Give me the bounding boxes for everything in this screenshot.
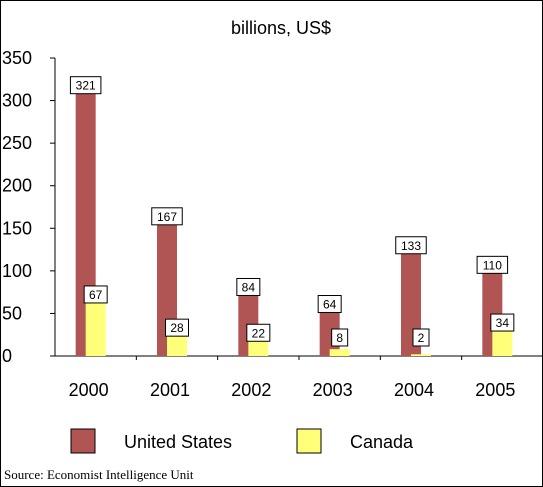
y-tick-label: 50: [2, 303, 22, 323]
bar-canada-2004: [411, 354, 431, 356]
data-label-box: [151, 207, 183, 226]
y-tick-label: 100: [2, 261, 32, 281]
bar-united-states-2004: [401, 242, 421, 356]
data-label: 110: [483, 258, 502, 272]
plot-area: 0501001502002503003502000321672001167282…: [2, 48, 543, 400]
x-tick-label: 2001: [150, 380, 190, 400]
y-tick-label: 250: [2, 133, 32, 153]
legend-swatch-united-states: [70, 428, 96, 454]
y-tick-label: 350: [2, 48, 32, 68]
data-label: 67: [89, 288, 103, 302]
data-label: 8: [336, 331, 343, 345]
x-tick-label: 2000: [69, 380, 109, 400]
data-label-box: [165, 318, 189, 337]
bar-canada-2003: [329, 349, 350, 356]
bar-canada-2005: [492, 327, 513, 356]
data-label-box: [246, 323, 271, 342]
data-label-box: [412, 328, 430, 347]
y-tick-label: 150: [2, 218, 32, 238]
y-tick-label: 0: [2, 346, 12, 366]
data-label-box: [83, 285, 108, 304]
data-label-box: [236, 277, 261, 296]
data-label-box: [490, 313, 515, 332]
data-label: 167: [157, 210, 177, 224]
data-label-box: [317, 295, 342, 314]
data-label-box: [476, 255, 509, 274]
data-label: 321: [76, 79, 96, 93]
chart-title: billions, US$: [231, 18, 331, 38]
legend: United States Canada: [70, 428, 414, 454]
data-label-box: [69, 76, 102, 95]
data-label-box: [331, 328, 349, 347]
y-tick-label: 200: [2, 176, 32, 196]
data-label: 28: [170, 321, 184, 335]
data-label: 133: [401, 239, 421, 253]
data-label-box: [395, 236, 427, 255]
bar-canada-2001: [167, 332, 187, 356]
data-label: 64: [323, 298, 337, 312]
legend-label: Canada: [350, 432, 414, 452]
data-label: 84: [242, 280, 256, 294]
legend-label: United States: [124, 432, 232, 452]
y-tick-label: 300: [2, 91, 32, 111]
bar-canada-2002: [248, 337, 269, 356]
x-tick-label: 2004: [394, 380, 434, 400]
x-tick-label: 2005: [475, 380, 515, 400]
x-tick-label: 2002: [231, 380, 271, 400]
bar-canada-2000: [85, 298, 106, 356]
data-label: 2: [418, 331, 425, 345]
legend-swatch-canada: [296, 428, 322, 454]
source-note: Source: Economist Intelligence Unit: [4, 467, 194, 482]
data-label: 22: [252, 326, 266, 340]
data-label: 34: [496, 316, 510, 330]
x-tick-label: 2003: [313, 380, 353, 400]
